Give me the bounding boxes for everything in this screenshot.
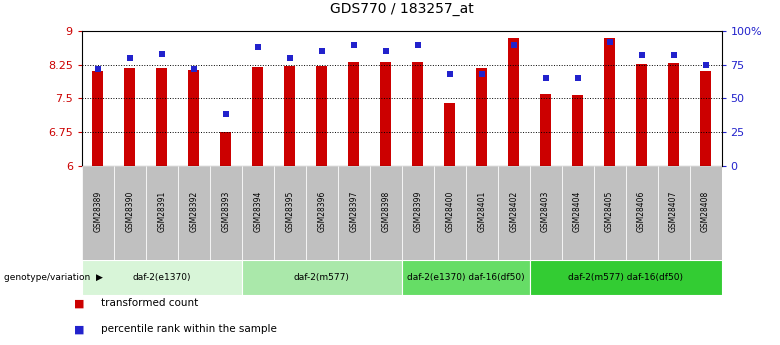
Bar bbox=[370, 166, 402, 260]
Text: daf-2(m577) daf-16(df50): daf-2(m577) daf-16(df50) bbox=[568, 273, 683, 282]
Text: GSM28402: GSM28402 bbox=[509, 190, 518, 232]
Bar bbox=[92, 71, 104, 166]
Bar bbox=[188, 70, 200, 166]
Bar bbox=[220, 132, 232, 166]
Bar bbox=[124, 68, 136, 166]
Text: GDS770 / 183257_at: GDS770 / 183257_at bbox=[330, 1, 473, 16]
Bar bbox=[284, 66, 296, 166]
Bar bbox=[412, 62, 424, 166]
Bar bbox=[242, 260, 402, 295]
Bar bbox=[540, 94, 551, 166]
Bar bbox=[380, 62, 392, 166]
Bar bbox=[476, 68, 488, 166]
Text: GSM28397: GSM28397 bbox=[349, 190, 358, 232]
Text: GSM28395: GSM28395 bbox=[285, 190, 294, 232]
Text: transformed count: transformed count bbox=[101, 298, 199, 308]
Bar bbox=[690, 166, 722, 260]
Bar bbox=[146, 166, 178, 260]
Text: GSM28404: GSM28404 bbox=[573, 190, 582, 232]
Bar bbox=[530, 260, 722, 295]
Bar bbox=[626, 166, 658, 260]
Text: GSM28394: GSM28394 bbox=[254, 190, 262, 232]
Text: GSM28405: GSM28405 bbox=[605, 190, 614, 232]
Text: GSM28396: GSM28396 bbox=[317, 190, 326, 232]
Bar bbox=[402, 166, 434, 260]
Bar bbox=[348, 62, 360, 166]
Text: GSM28407: GSM28407 bbox=[669, 190, 678, 232]
Text: GSM28406: GSM28406 bbox=[637, 190, 646, 232]
Bar bbox=[508, 38, 519, 166]
Bar bbox=[636, 64, 647, 166]
Bar bbox=[82, 260, 242, 295]
Text: GSM28399: GSM28399 bbox=[413, 190, 422, 232]
Bar bbox=[594, 166, 626, 260]
Bar bbox=[402, 260, 530, 295]
Bar bbox=[338, 166, 370, 260]
Bar bbox=[316, 66, 328, 166]
Text: ■: ■ bbox=[74, 298, 84, 308]
Text: daf-2(m577): daf-2(m577) bbox=[294, 273, 349, 282]
Text: ■: ■ bbox=[74, 324, 84, 334]
Bar bbox=[114, 166, 146, 260]
Bar bbox=[562, 166, 594, 260]
Bar bbox=[498, 166, 530, 260]
Text: GSM28392: GSM28392 bbox=[190, 190, 198, 232]
Bar bbox=[604, 38, 615, 166]
Bar bbox=[668, 63, 679, 166]
Bar bbox=[658, 166, 690, 260]
Text: GSM28391: GSM28391 bbox=[158, 190, 166, 232]
Text: GSM28401: GSM28401 bbox=[477, 190, 486, 232]
Text: GSM28408: GSM28408 bbox=[701, 190, 710, 232]
Bar bbox=[242, 166, 274, 260]
Bar bbox=[252, 67, 264, 166]
Text: GSM28403: GSM28403 bbox=[541, 190, 550, 232]
Text: GSM28389: GSM28389 bbox=[94, 190, 102, 232]
Text: daf-2(e1370): daf-2(e1370) bbox=[133, 273, 191, 282]
Text: daf-2(e1370) daf-16(df50): daf-2(e1370) daf-16(df50) bbox=[407, 273, 524, 282]
Bar bbox=[274, 166, 306, 260]
Bar bbox=[572, 95, 583, 166]
Text: genotype/variation  ▶: genotype/variation ▶ bbox=[4, 273, 103, 282]
Bar bbox=[178, 166, 210, 260]
Text: GSM28398: GSM28398 bbox=[381, 190, 390, 232]
Bar bbox=[306, 166, 338, 260]
Bar bbox=[530, 166, 562, 260]
Bar bbox=[82, 166, 114, 260]
Bar bbox=[466, 166, 498, 260]
Text: GSM28400: GSM28400 bbox=[445, 190, 454, 232]
Text: GSM28390: GSM28390 bbox=[126, 190, 134, 232]
Bar bbox=[156, 68, 168, 166]
Text: percentile rank within the sample: percentile rank within the sample bbox=[101, 324, 277, 334]
Bar bbox=[700, 71, 711, 166]
Bar bbox=[434, 166, 466, 260]
Text: GSM28393: GSM28393 bbox=[222, 190, 230, 232]
Bar bbox=[444, 103, 456, 166]
Bar bbox=[210, 166, 242, 260]
